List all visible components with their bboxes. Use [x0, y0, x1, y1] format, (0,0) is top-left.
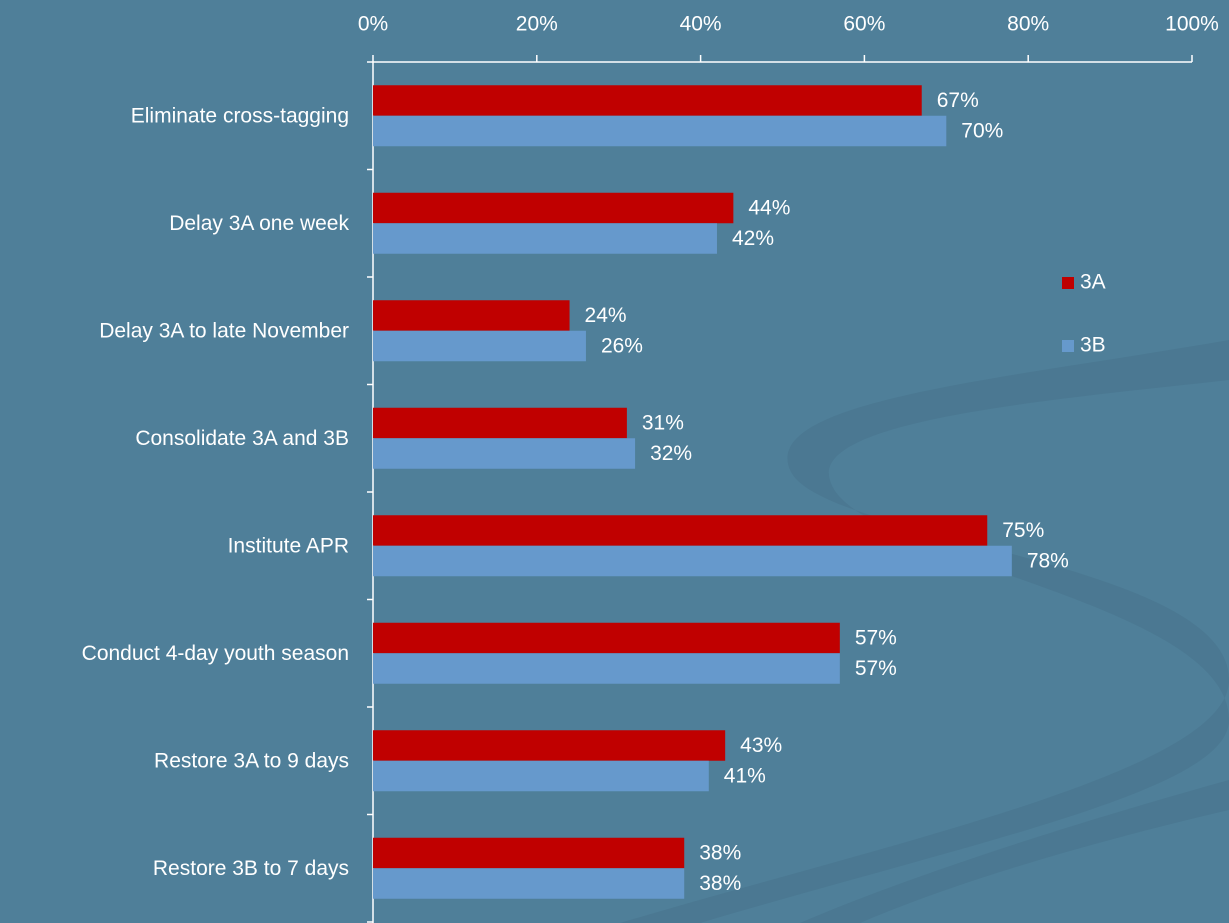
value-label: 31%: [642, 412, 684, 435]
bar: [373, 515, 988, 546]
y-tick-label: Restore 3B to 7 days: [153, 857, 349, 880]
bar: [373, 115, 947, 147]
value-label: 57%: [855, 657, 897, 680]
value-label: 38%: [699, 842, 741, 865]
bar: [373, 407, 627, 439]
value-label: 38%: [699, 872, 741, 895]
x-tick-label: 40%: [680, 13, 722, 36]
bar: [373, 300, 570, 331]
y-tick-label: Institute APR: [228, 534, 349, 557]
value-label: 41%: [724, 765, 766, 788]
bar: [373, 223, 717, 254]
value-label: 67%: [937, 89, 979, 112]
x-tick-label: 80%: [1007, 13, 1049, 36]
value-label: 24%: [585, 304, 627, 327]
value-label: 43%: [740, 734, 782, 757]
x-tick-label: 100%: [1165, 13, 1219, 36]
value-label: 57%: [855, 627, 897, 650]
value-label: 32%: [650, 442, 692, 465]
y-tick-label: Consolidate 3A and 3B: [135, 427, 349, 450]
decorative-swirl: [800, 780, 1229, 923]
bar: [373, 730, 726, 761]
y-tick-label: Conduct 4-day youth season: [82, 642, 349, 665]
legend-label: 3A: [1080, 271, 1106, 294]
bar: [373, 330, 586, 362]
bar: [373, 653, 840, 684]
x-tick-label: 0%: [358, 13, 388, 36]
x-tick-label: 20%: [516, 13, 558, 36]
value-label: 70%: [961, 120, 1003, 143]
y-tick-label: Restore 3A to 9 days: [154, 749, 349, 772]
value-label: 44%: [748, 197, 790, 220]
bar: [373, 837, 685, 869]
legend-swatch: [1062, 340, 1074, 352]
value-label: 75%: [1002, 519, 1044, 542]
bar: [373, 760, 709, 792]
y-tick-label: Delay 3A one week: [169, 212, 349, 235]
value-label: 42%: [732, 227, 774, 250]
bar: [373, 85, 922, 116]
bar: [373, 868, 685, 899]
y-tick-label: Eliminate cross-tagging: [131, 104, 349, 127]
legend-label: 3B: [1080, 334, 1106, 357]
bar: [373, 438, 636, 469]
x-tick-label: 60%: [843, 13, 885, 36]
legend-swatch: [1062, 277, 1074, 289]
bar: [373, 192, 734, 224]
y-tick-label: Delay 3A to late November: [99, 319, 349, 342]
bar: [373, 545, 1012, 577]
value-label: 78%: [1027, 550, 1069, 573]
value-label: 26%: [601, 335, 643, 358]
bar: [373, 622, 840, 654]
